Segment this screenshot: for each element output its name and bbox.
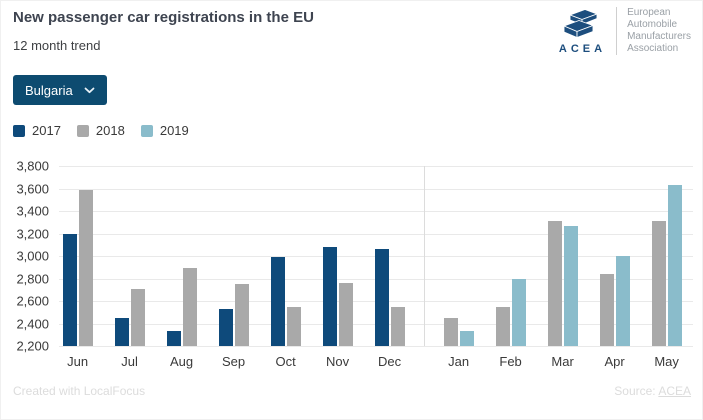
bar-2018-Oct[interactable] <box>286 306 301 346</box>
bar-2017-Nov[interactable] <box>322 247 337 346</box>
bar-2019-Apr[interactable] <box>615 256 630 346</box>
bar-2018-Jan[interactable] <box>443 317 458 346</box>
y-tick-label: 3,400 <box>16 203 49 219</box>
acea-logo-icon <box>564 8 598 38</box>
source-prefix: Source: <box>614 384 659 398</box>
legend-label-2018: 2018 <box>95 123 125 138</box>
footer-credit: Created with LocalFocus <box>13 384 146 398</box>
x-tick-label-Oct: Oct <box>275 354 296 369</box>
bar-2018-Jul[interactable] <box>130 288 145 346</box>
bar-2019-Jan[interactable] <box>459 331 474 346</box>
bar-2018-Sep[interactable] <box>234 284 249 346</box>
bar-2018-Nov[interactable] <box>338 283 353 346</box>
legend-label-2019: 2019 <box>159 123 189 138</box>
y-tick-label: 3,600 <box>16 181 49 196</box>
y-tick-label: 3,200 <box>16 226 49 241</box>
y-tick-label: 2,600 <box>16 293 49 309</box>
gridline-3600 <box>59 188 693 190</box>
year-divider <box>424 166 425 346</box>
legend-item-2019: 2019 <box>140 123 189 138</box>
legend-label-2017: 2017 <box>32 123 61 138</box>
y-tick-label: 3,000 <box>16 248 49 264</box>
page-subtitle: 12 month trend <box>13 38 101 53</box>
x-tick-label-Jun: Jun <box>67 354 89 369</box>
chevron-down-icon <box>84 87 95 94</box>
bar-2017-Aug[interactable] <box>166 331 181 346</box>
country-dropdown-value: Bulgaria <box>25 82 73 98</box>
x-tick-label-Apr: Apr <box>604 354 625 369</box>
page-title: New passenger car registrations in the E… <box>13 9 314 26</box>
x-tick-label-Jan: Jan <box>448 354 470 369</box>
legend-item-2018: 2018 <box>76 123 125 138</box>
bar-2019-Feb[interactable] <box>511 278 526 346</box>
gridline-3800 <box>59 166 693 167</box>
footer-source: Source: ACEA <box>614 384 691 398</box>
x-tick-label-Dec: Dec <box>378 354 402 369</box>
x-tick-label-May: May <box>654 354 679 369</box>
source-link[interactable]: ACEA <box>658 384 691 398</box>
bar-2018-Jun[interactable] <box>78 189 93 346</box>
y-tick-label: 2,800 <box>16 271 49 286</box>
bar-2017-Jul[interactable] <box>114 317 129 346</box>
bar-2018-Aug[interactable] <box>182 268 197 346</box>
y-tick-label: 2,400 <box>16 316 49 331</box>
bar-2018-May[interactable] <box>651 221 666 346</box>
x-tick-label-Nov: Nov <box>326 354 350 369</box>
bar-2017-Sep[interactable] <box>218 308 233 346</box>
x-tick-label-Jul: Jul <box>121 354 138 369</box>
logo-divider <box>616 7 618 55</box>
bar-2019-May[interactable] <box>667 185 682 346</box>
gridline-3200 <box>59 233 693 235</box>
y-tick-label: 2,200 <box>16 338 49 354</box>
bar-2018-Dec[interactable] <box>390 306 405 346</box>
bar-2018-Mar[interactable] <box>547 221 562 346</box>
x-tick-label-Sep: Sep <box>222 354 246 369</box>
logo-org-name: European Automobile Manufacturers Associ… <box>627 7 691 54</box>
bar-2018-Apr[interactable] <box>599 274 614 346</box>
legend-swatch-2017 <box>13 124 25 137</box>
legend-item-2017: 2017 <box>13 123 61 138</box>
bar-2017-Jun[interactable] <box>62 233 77 346</box>
bar-2017-Oct[interactable] <box>270 257 285 346</box>
chart-legend: 2017 2018 2019 <box>13 123 189 138</box>
legend-swatch-2019 <box>140 124 153 137</box>
bar-2019-Mar[interactable] <box>563 225 578 346</box>
x-tick-label-Mar: Mar <box>551 354 574 369</box>
gridline-2200 <box>59 346 693 347</box>
bar-2017-Dec[interactable] <box>374 249 389 347</box>
y-tick-label: 3,800 <box>16 158 49 174</box>
gridline-3400 <box>59 211 693 212</box>
x-tick-label-Aug: Aug <box>170 354 194 369</box>
x-tick-label-Feb: Feb <box>499 354 522 369</box>
bar-2018-Feb[interactable] <box>495 306 510 346</box>
acea-logo: ACEA European Automobile Manufacturers A… <box>555 7 691 55</box>
legend-swatch-2018 <box>76 124 89 137</box>
country-dropdown[interactable]: Bulgaria <box>13 75 107 105</box>
logo-acronym: ACEA <box>558 42 607 55</box>
